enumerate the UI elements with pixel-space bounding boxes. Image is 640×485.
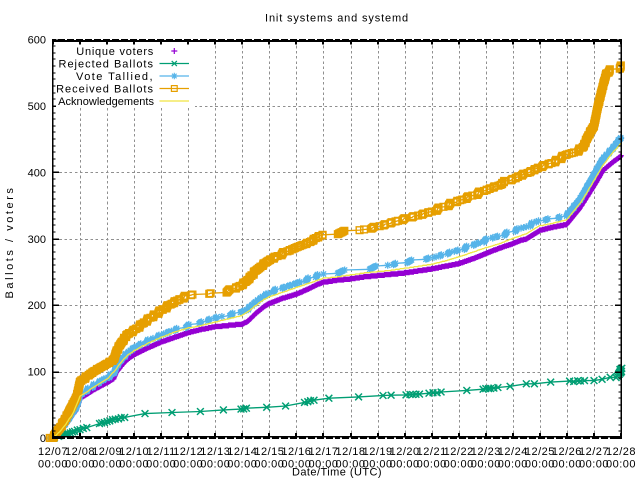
svg-text:00:00: 00:00 xyxy=(92,458,122,470)
svg-text:00:00: 00:00 xyxy=(390,458,420,470)
svg-text:00:00: 00:00 xyxy=(200,458,230,470)
svg-text:00:00: 00:00 xyxy=(579,458,609,470)
svg-text:12/07: 12/07 xyxy=(38,446,68,458)
svg-text:00:00: 00:00 xyxy=(173,458,203,470)
svg-text:Rejected Ballots: Rejected Ballots xyxy=(59,59,155,71)
svg-text:00:00: 00:00 xyxy=(308,458,338,470)
svg-text:12/23: 12/23 xyxy=(471,446,501,458)
svg-text:Vote Tallied,: Vote Tallied, xyxy=(76,71,154,83)
svg-text:00:00: 00:00 xyxy=(254,458,284,470)
svg-text:12/08: 12/08 xyxy=(65,446,95,458)
svg-text:12/20: 12/20 xyxy=(390,446,420,458)
svg-text:200: 200 xyxy=(28,300,46,312)
svg-text:12/19: 12/19 xyxy=(363,446,393,458)
svg-text:12/12: 12/12 xyxy=(173,446,203,458)
svg-text:12/24: 12/24 xyxy=(498,446,528,458)
svg-text:12/09: 12/09 xyxy=(92,446,122,458)
svg-text:Acknowledgements: Acknowledgements xyxy=(58,96,154,108)
svg-text:00:00: 00:00 xyxy=(471,458,501,470)
svg-text:00:00: 00:00 xyxy=(498,458,528,470)
svg-text:00:00: 00:00 xyxy=(65,458,95,470)
svg-text:Received Ballots: Received Ballots xyxy=(56,84,154,96)
svg-text:Unique voters: Unique voters xyxy=(76,46,154,58)
svg-text:12/26: 12/26 xyxy=(552,446,582,458)
svg-text:00:00: 00:00 xyxy=(335,458,365,470)
svg-text:00:00: 00:00 xyxy=(363,458,393,470)
svg-text:400: 400 xyxy=(28,167,46,179)
svg-text:Date/Time (UTC): Date/Time (UTC) xyxy=(292,467,382,479)
svg-text:00:00: 00:00 xyxy=(417,458,447,470)
svg-text:12/28: 12/28 xyxy=(606,446,636,458)
svg-text:12/27: 12/27 xyxy=(579,446,609,458)
svg-text:00:00: 00:00 xyxy=(281,458,311,470)
svg-text:00:00: 00:00 xyxy=(38,458,68,470)
svg-text:12/16: 12/16 xyxy=(281,446,311,458)
svg-text:500: 500 xyxy=(28,101,46,113)
svg-text:12/18: 12/18 xyxy=(335,446,365,458)
svg-text:00:00: 00:00 xyxy=(552,458,582,470)
svg-text:00:00: 00:00 xyxy=(606,458,636,470)
svg-text:00:00: 00:00 xyxy=(227,458,257,470)
svg-text:12/17: 12/17 xyxy=(308,446,338,458)
svg-text:600: 600 xyxy=(28,35,46,47)
svg-text:Ballots / voters: Ballots / voters xyxy=(4,186,16,299)
svg-text:100: 100 xyxy=(28,367,46,379)
svg-text:12/11: 12/11 xyxy=(147,446,176,458)
svg-text:00:00: 00:00 xyxy=(146,458,176,470)
svg-text:Init systems and systemd: Init systems and systemd xyxy=(265,13,409,25)
svg-text:00:00: 00:00 xyxy=(525,458,555,470)
svg-text:0: 0 xyxy=(40,433,46,445)
svg-text:12/14: 12/14 xyxy=(227,446,257,458)
svg-text:12/13: 12/13 xyxy=(200,446,230,458)
svg-text:00:00: 00:00 xyxy=(119,458,149,470)
svg-text:300: 300 xyxy=(28,234,46,246)
svg-text:12/10: 12/10 xyxy=(119,446,149,458)
svg-text:12/21: 12/21 xyxy=(417,446,447,458)
svg-text:12/22: 12/22 xyxy=(444,446,474,458)
svg-text:12/25: 12/25 xyxy=(525,446,555,458)
svg-text:12/15: 12/15 xyxy=(254,446,284,458)
svg-text:00:00: 00:00 xyxy=(444,458,474,470)
